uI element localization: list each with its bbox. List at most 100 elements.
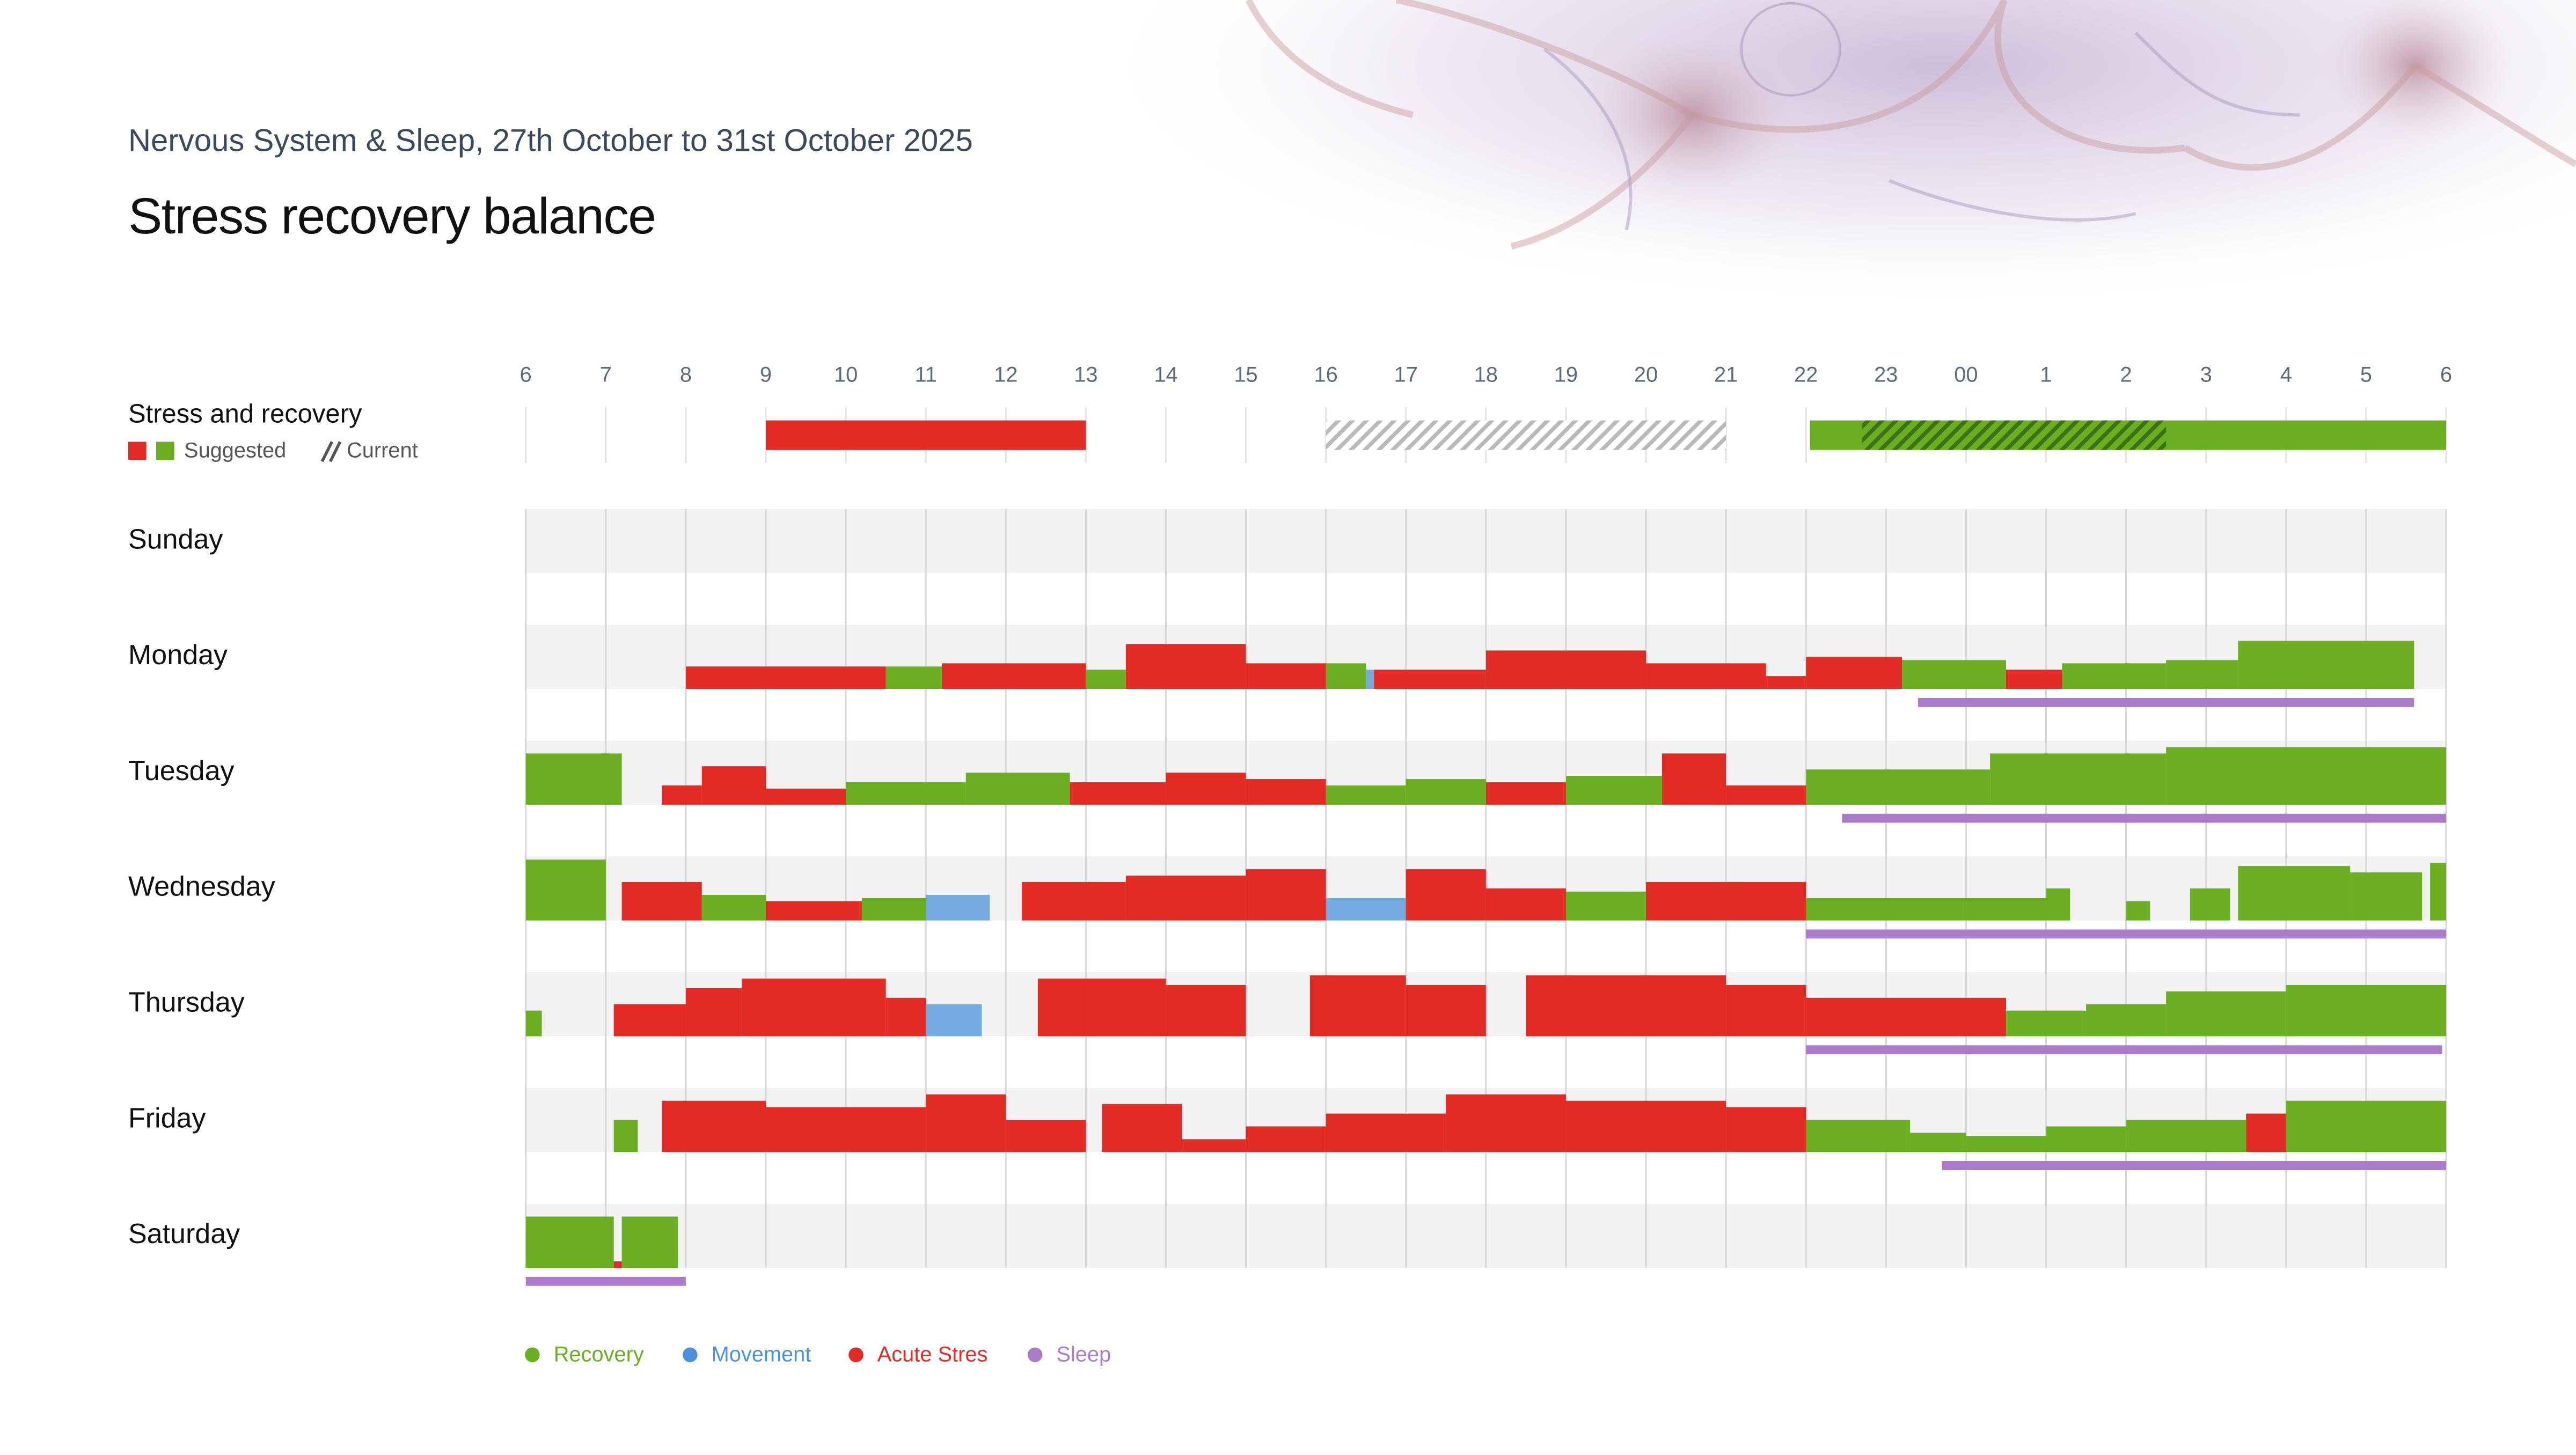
activity-bar [1726,785,1806,805]
sleep-bar [525,1276,686,1286]
current-block [1326,420,1726,450]
activity-bar [1646,882,1806,921]
activity-bar [2246,1113,2286,1152]
activity-bar [1726,984,1806,1037]
hour-label: 18 [1474,363,1498,386]
day-label: Wednesday [128,871,275,902]
activity-bar [1990,753,2167,805]
hour-label: 21 [1714,363,1738,386]
hour-label: 17 [1394,363,1418,386]
activity-bar [1374,670,1486,689]
activity-bar [861,898,926,921]
activity-bar [1406,779,1486,805]
activity-bar [2238,641,2414,689]
activity-bar [926,894,990,921]
suggested-legend: Suggested [184,438,286,462]
hour-label: 2 [2120,363,2132,386]
activity-bar [662,1100,766,1152]
activity-bar [2086,1004,2167,1037]
hour-label: 8 [680,363,692,386]
activity-bar [613,1261,622,1268]
hour-label: 19 [1554,363,1578,386]
suggested-block [766,420,1086,450]
activity-bar [1166,773,1246,805]
activity-bar [685,666,886,689]
activity-bar [1966,1136,2046,1152]
hour-label: 6 [2440,363,2452,386]
activity-bar [1446,1094,1566,1152]
activity-bar [1070,782,1166,805]
suggested-recovery-swatch [156,442,174,460]
activity-bar [525,1216,614,1268]
activity-bar [1565,891,1646,921]
activity-bar [885,997,926,1037]
activity-bar [766,901,862,921]
activity-bar [766,1107,926,1152]
current-icon [320,441,342,462]
sleep-bar [1942,1161,2446,1170]
hour-label: 1 [2040,363,2052,386]
legend-dot [525,1347,540,1363]
activity-bar [2286,1100,2446,1152]
plan-label: Stress and recovery [128,399,362,428]
activity-bar [1366,670,1374,689]
activity-bar [1086,670,1126,689]
day-label: Saturday [128,1218,240,1250]
activity-bar [2166,991,2286,1037]
legend-label: Movement [712,1342,811,1366]
activity-bar [1182,1139,1246,1152]
activity-bar [1246,779,1326,805]
legend-label: Acute Stres [877,1342,988,1366]
legend-label: Recovery [554,1342,644,1366]
activity-bar [2166,660,2238,689]
activity-bar [1565,776,1662,805]
activity-bar [1902,660,2006,689]
day-label: Thursday [128,987,245,1018]
activity-bar [613,1120,638,1152]
sleep-bar [1806,929,2446,939]
activity-bar [525,859,606,921]
hour-label: 10 [834,363,858,386]
activity-bar [2006,1010,2087,1037]
hour-label: 13 [1074,363,1097,386]
hour-label: 23 [1874,363,1898,386]
activity-bar [942,663,1086,689]
activity-bar [2046,888,2070,921]
activity-bar [621,1216,678,1268]
hour-label: 16 [1314,363,1338,386]
legend-dot [683,1347,698,1363]
hour-label: 3 [2200,363,2212,386]
activity-bar [1166,984,1246,1037]
hour-label: 5 [2360,363,2372,386]
activity-bar [1766,676,1806,689]
background-art [1084,0,2576,312]
activity-bar [1806,657,1902,689]
hour-label: 00 [1954,363,1978,386]
activity-bar [1006,1120,1086,1152]
activity-bar [2126,901,2150,921]
activity-bar [1646,663,1766,689]
activity-bar [742,979,886,1037]
current-block [1862,420,2167,450]
activity-bar [926,1094,1006,1152]
subtitle: Nervous System & Sleep, 27th October to … [128,123,973,158]
activity-bar [1246,663,1326,689]
activity-bar [1326,785,1406,805]
activity-bar [701,894,766,921]
activity-bar [1326,898,1406,921]
activity-bar [1022,882,1126,921]
title: Stress recovery balance [128,188,656,245]
day-label: Tuesday [128,755,235,787]
activity-bar [885,666,942,689]
hour-label: 7 [600,363,612,386]
activity-bar [1326,1113,1446,1152]
activity-bar [1806,898,1966,921]
activity-bar [1485,650,1646,689]
activity-bar [1526,975,1726,1037]
activity-bar [926,1004,982,1037]
hour-label: 14 [1154,363,1177,386]
legend-label: Sleep [1056,1342,1111,1366]
activity-bar [2006,670,2062,689]
hour-label: 4 [2280,363,2292,386]
